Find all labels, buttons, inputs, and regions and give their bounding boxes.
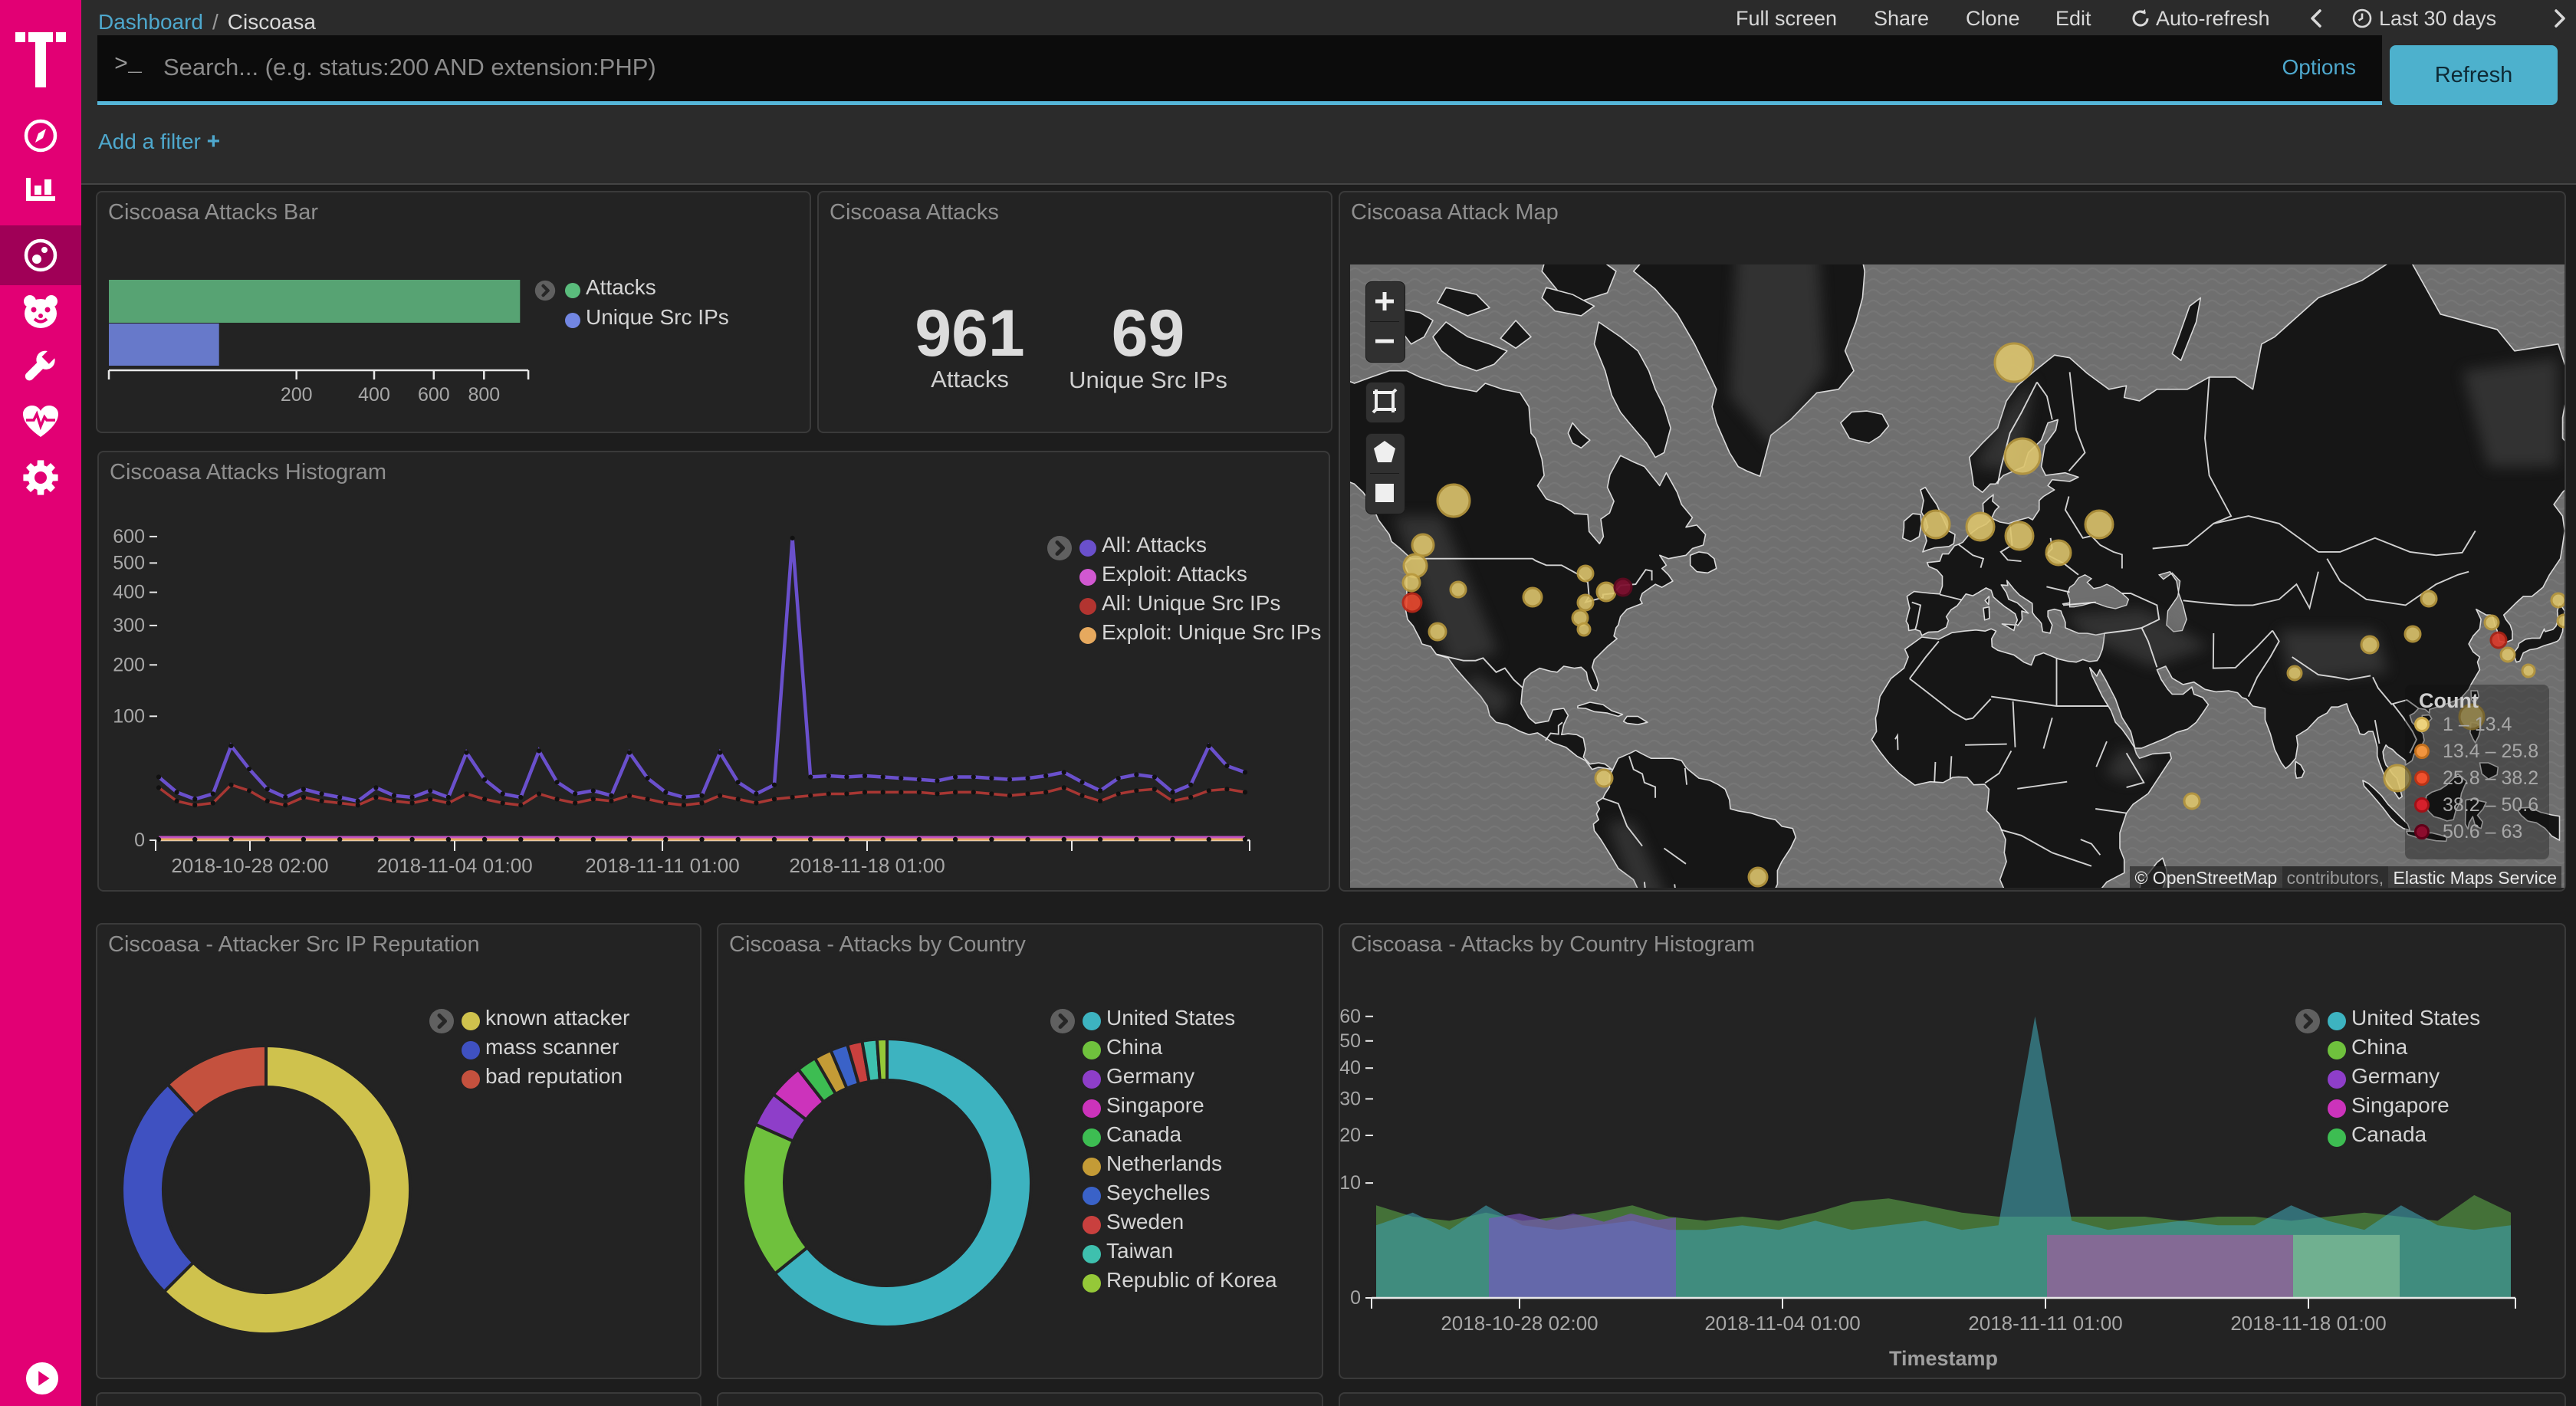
svg-text:0: 0 bbox=[1350, 1287, 1361, 1309]
svg-text:2018-11-11 01:00: 2018-11-11 01:00 bbox=[585, 854, 739, 877]
svg-text:60: 60 bbox=[1339, 1006, 1361, 1027]
svg-text:50: 50 bbox=[1339, 1030, 1361, 1052]
svg-text:2018-10-28 02:00: 2018-10-28 02:00 bbox=[171, 854, 328, 877]
svg-text:300: 300 bbox=[113, 615, 145, 636]
svg-text:2018-11-04 01:00: 2018-11-04 01:00 bbox=[376, 854, 532, 877]
svg-text:500: 500 bbox=[113, 552, 145, 573]
svg-text:2018-11-11 01:00: 2018-11-11 01:00 bbox=[1968, 1312, 2122, 1335]
svg-text:10: 10 bbox=[1339, 1172, 1361, 1194]
svg-text:Timestamp: Timestamp bbox=[1889, 1347, 1998, 1370]
svg-text:400: 400 bbox=[113, 582, 145, 603]
svg-text:30: 30 bbox=[1339, 1088, 1361, 1109]
svg-text:200: 200 bbox=[113, 654, 145, 675]
svg-text:40: 40 bbox=[1339, 1057, 1361, 1079]
svg-text:200: 200 bbox=[281, 384, 313, 406]
svg-text:600: 600 bbox=[113, 526, 145, 547]
svg-text:2018-11-04 01:00: 2018-11-04 01:00 bbox=[1704, 1312, 1860, 1335]
svg-text:20: 20 bbox=[1339, 1125, 1361, 1146]
svg-text:Timestamp: Timestamp bbox=[647, 889, 756, 892]
svg-text:100: 100 bbox=[113, 705, 145, 727]
svg-text:2018-11-18 01:00: 2018-11-18 01:00 bbox=[789, 854, 945, 877]
svg-text:2018-11-18 01:00: 2018-11-18 01:00 bbox=[2230, 1312, 2386, 1335]
svg-text:600: 600 bbox=[418, 384, 450, 406]
svg-text:800: 800 bbox=[468, 384, 500, 406]
svg-text:0: 0 bbox=[134, 829, 145, 851]
svg-text:2018-10-28 02:00: 2018-10-28 02:00 bbox=[1441, 1312, 1598, 1335]
svg-text:400: 400 bbox=[358, 384, 390, 406]
